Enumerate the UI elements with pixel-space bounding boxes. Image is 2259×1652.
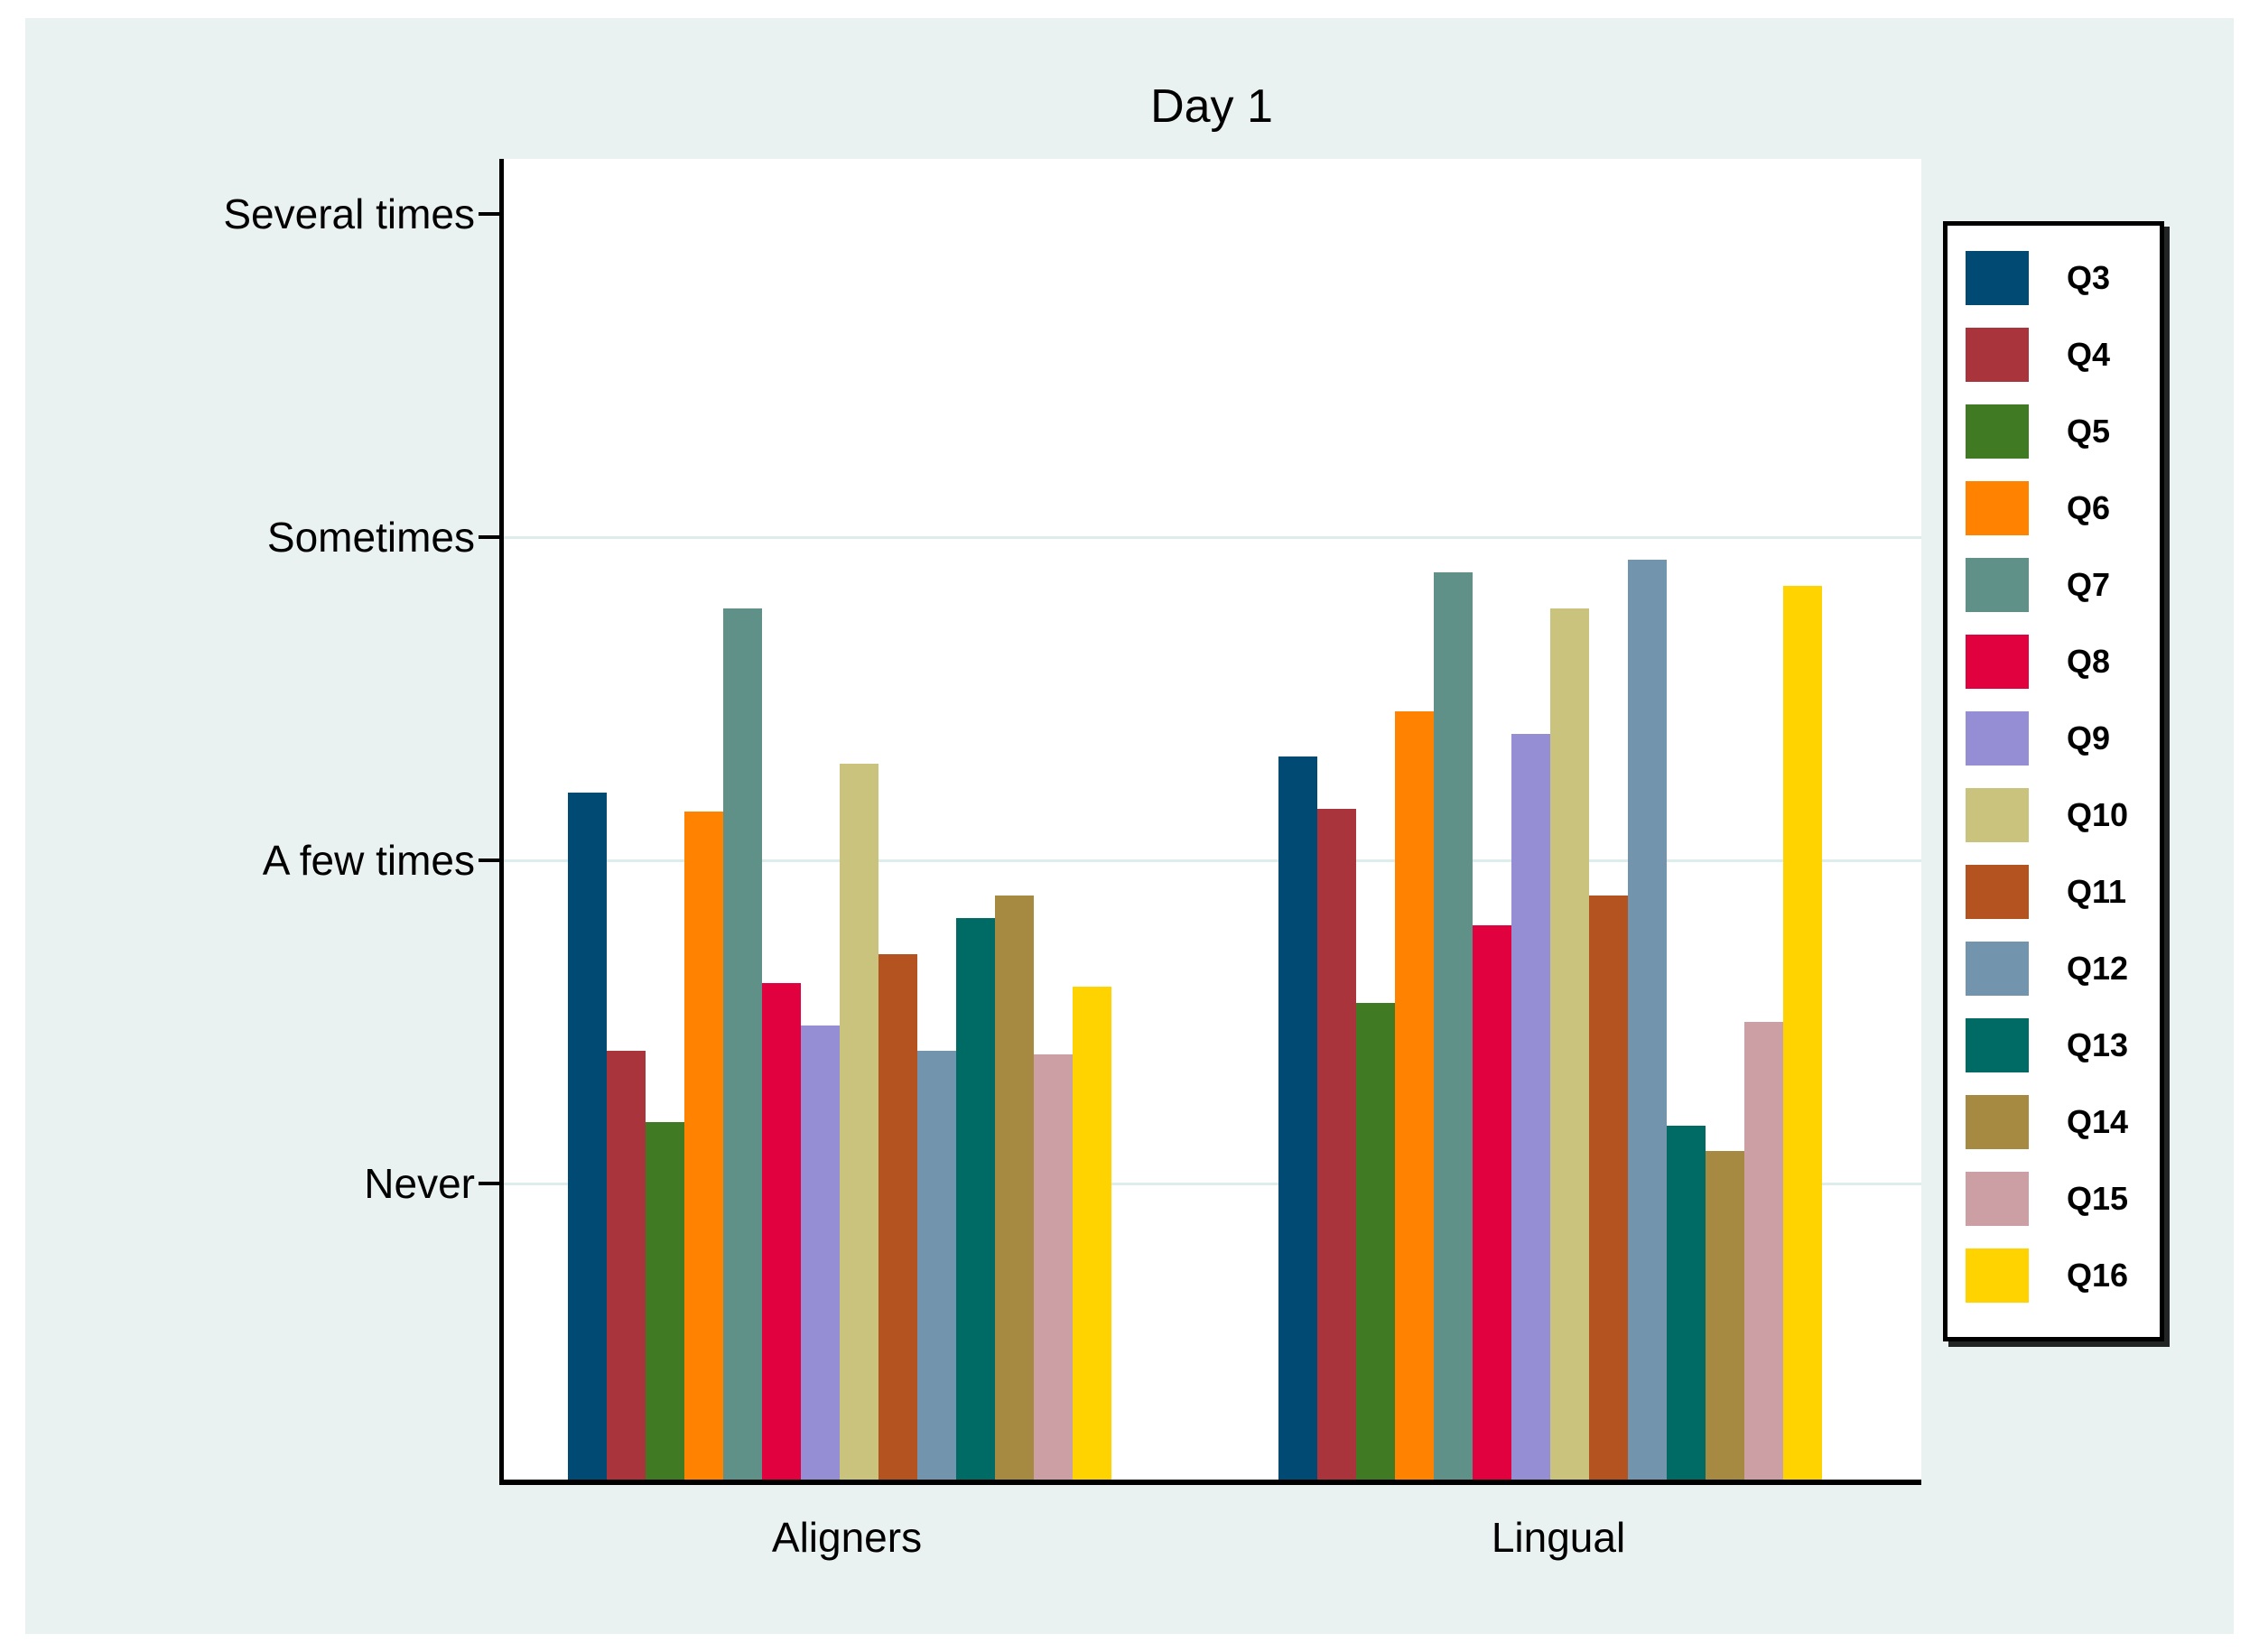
bar-Q9-aligners (801, 1025, 840, 1480)
bar-Q6-lingual (1395, 711, 1434, 1480)
legend-label-Q10: Q10 (2067, 796, 2129, 833)
legend-swatch-Q15 (1966, 1172, 2029, 1226)
gridline (502, 1183, 1921, 1185)
legend-swatch-Q16 (1966, 1248, 2029, 1303)
y-tick-label: Never (364, 1160, 475, 1207)
bar-Q8-aligners (762, 983, 801, 1480)
x-category-label-aligners: Aligners (771, 1514, 923, 1561)
bar-Q15-lingual (1744, 1022, 1783, 1480)
bar-Q8-lingual (1473, 924, 1511, 1480)
y-tickmark (479, 1182, 502, 1185)
legend-label-Q4: Q4 (2067, 336, 2111, 373)
bar-Q10-aligners (840, 763, 878, 1480)
bar-Q16-lingual (1783, 585, 1822, 1480)
bar-Q15-aligners (1034, 1053, 1073, 1480)
y-tickmark (479, 212, 502, 216)
legend-swatch-Q4 (1966, 328, 2029, 382)
legend-label-Q15: Q15 (2067, 1180, 2129, 1217)
y-tickmark (479, 858, 502, 862)
bar-Q13-aligners (956, 918, 995, 1480)
y-axis-line (499, 159, 504, 1485)
legend-swatch-Q10 (1966, 788, 2029, 842)
bar-Q3-aligners (568, 792, 607, 1480)
bar-Q14-lingual (1706, 1151, 1744, 1480)
legend-label-Q3: Q3 (2067, 259, 2111, 296)
bar-Q12-aligners (917, 1051, 956, 1480)
legend-swatch-Q8 (1966, 635, 2029, 689)
x-category-label-lingual: Lingual (1491, 1514, 1626, 1561)
legend-label-Q7: Q7 (2067, 566, 2111, 603)
legend-swatch-Q14 (1966, 1095, 2029, 1149)
legend-swatch-Q5 (1966, 404, 2029, 459)
legend-box: Q3 Q4 Q5 Q6 Q7 Q8 Q9 Q10 Q11 Q12 Q13 Q14 Q15 Q16 (1943, 221, 2164, 1341)
bar-Q16-aligners (1073, 986, 1111, 1480)
legend-label-Q5: Q5 (2067, 413, 2111, 450)
bar-Q4-aligners (607, 1051, 646, 1480)
bar-Q6-aligners (684, 812, 723, 1480)
legend-swatch-Q13 (1966, 1018, 2029, 1072)
bar-Q5-aligners (646, 1121, 684, 1480)
legend-swatch-Q6 (1966, 481, 2029, 535)
legend-label-Q9: Q9 (2067, 719, 2111, 756)
bar-Q7-lingual (1434, 572, 1473, 1480)
legend-swatch-Q9 (1966, 711, 2029, 766)
legend-label-Q11: Q11 (2067, 873, 2127, 910)
bar-Q13-lingual (1667, 1125, 1706, 1480)
gridline (502, 859, 1921, 862)
y-tick-label: Sometimes (266, 514, 475, 561)
bar-Q3-lingual (1278, 756, 1317, 1480)
bar-Q10-lingual (1550, 608, 1589, 1480)
legend-label-Q8: Q8 (2067, 643, 2111, 680)
legend-swatch-Q3 (1966, 251, 2029, 305)
bar-Q5-lingual (1356, 1002, 1395, 1480)
bar-Q14-aligners (995, 896, 1034, 1480)
bar-Q11-aligners (878, 953, 917, 1480)
bar-Q4-lingual (1317, 808, 1356, 1480)
chart-title: Day 1 (1150, 80, 1273, 133)
bar-Q9-lingual (1511, 734, 1550, 1480)
legend-swatch-Q12 (1966, 942, 2029, 996)
legend-swatch-Q7 (1966, 558, 2029, 612)
legend-label-Q16: Q16 (2067, 1257, 2129, 1294)
legend-label-Q12: Q12 (2067, 950, 2129, 987)
legend-label-Q14: Q14 (2067, 1103, 2129, 1140)
legend-label-Q13: Q13 (2067, 1026, 2129, 1063)
y-tick-label: Several times (223, 190, 475, 237)
bar-Q11-lingual (1589, 896, 1628, 1480)
gridline (502, 536, 1921, 539)
x-axis-line (499, 1480, 1921, 1485)
bar-Q12-lingual (1628, 560, 1667, 1480)
y-tickmark (479, 535, 502, 539)
y-tick-label: A few times (262, 837, 475, 884)
legend-swatch-Q11 (1966, 865, 2029, 919)
bar-Q7-aligners (723, 608, 762, 1480)
legend-label-Q6: Q6 (2067, 489, 2111, 526)
